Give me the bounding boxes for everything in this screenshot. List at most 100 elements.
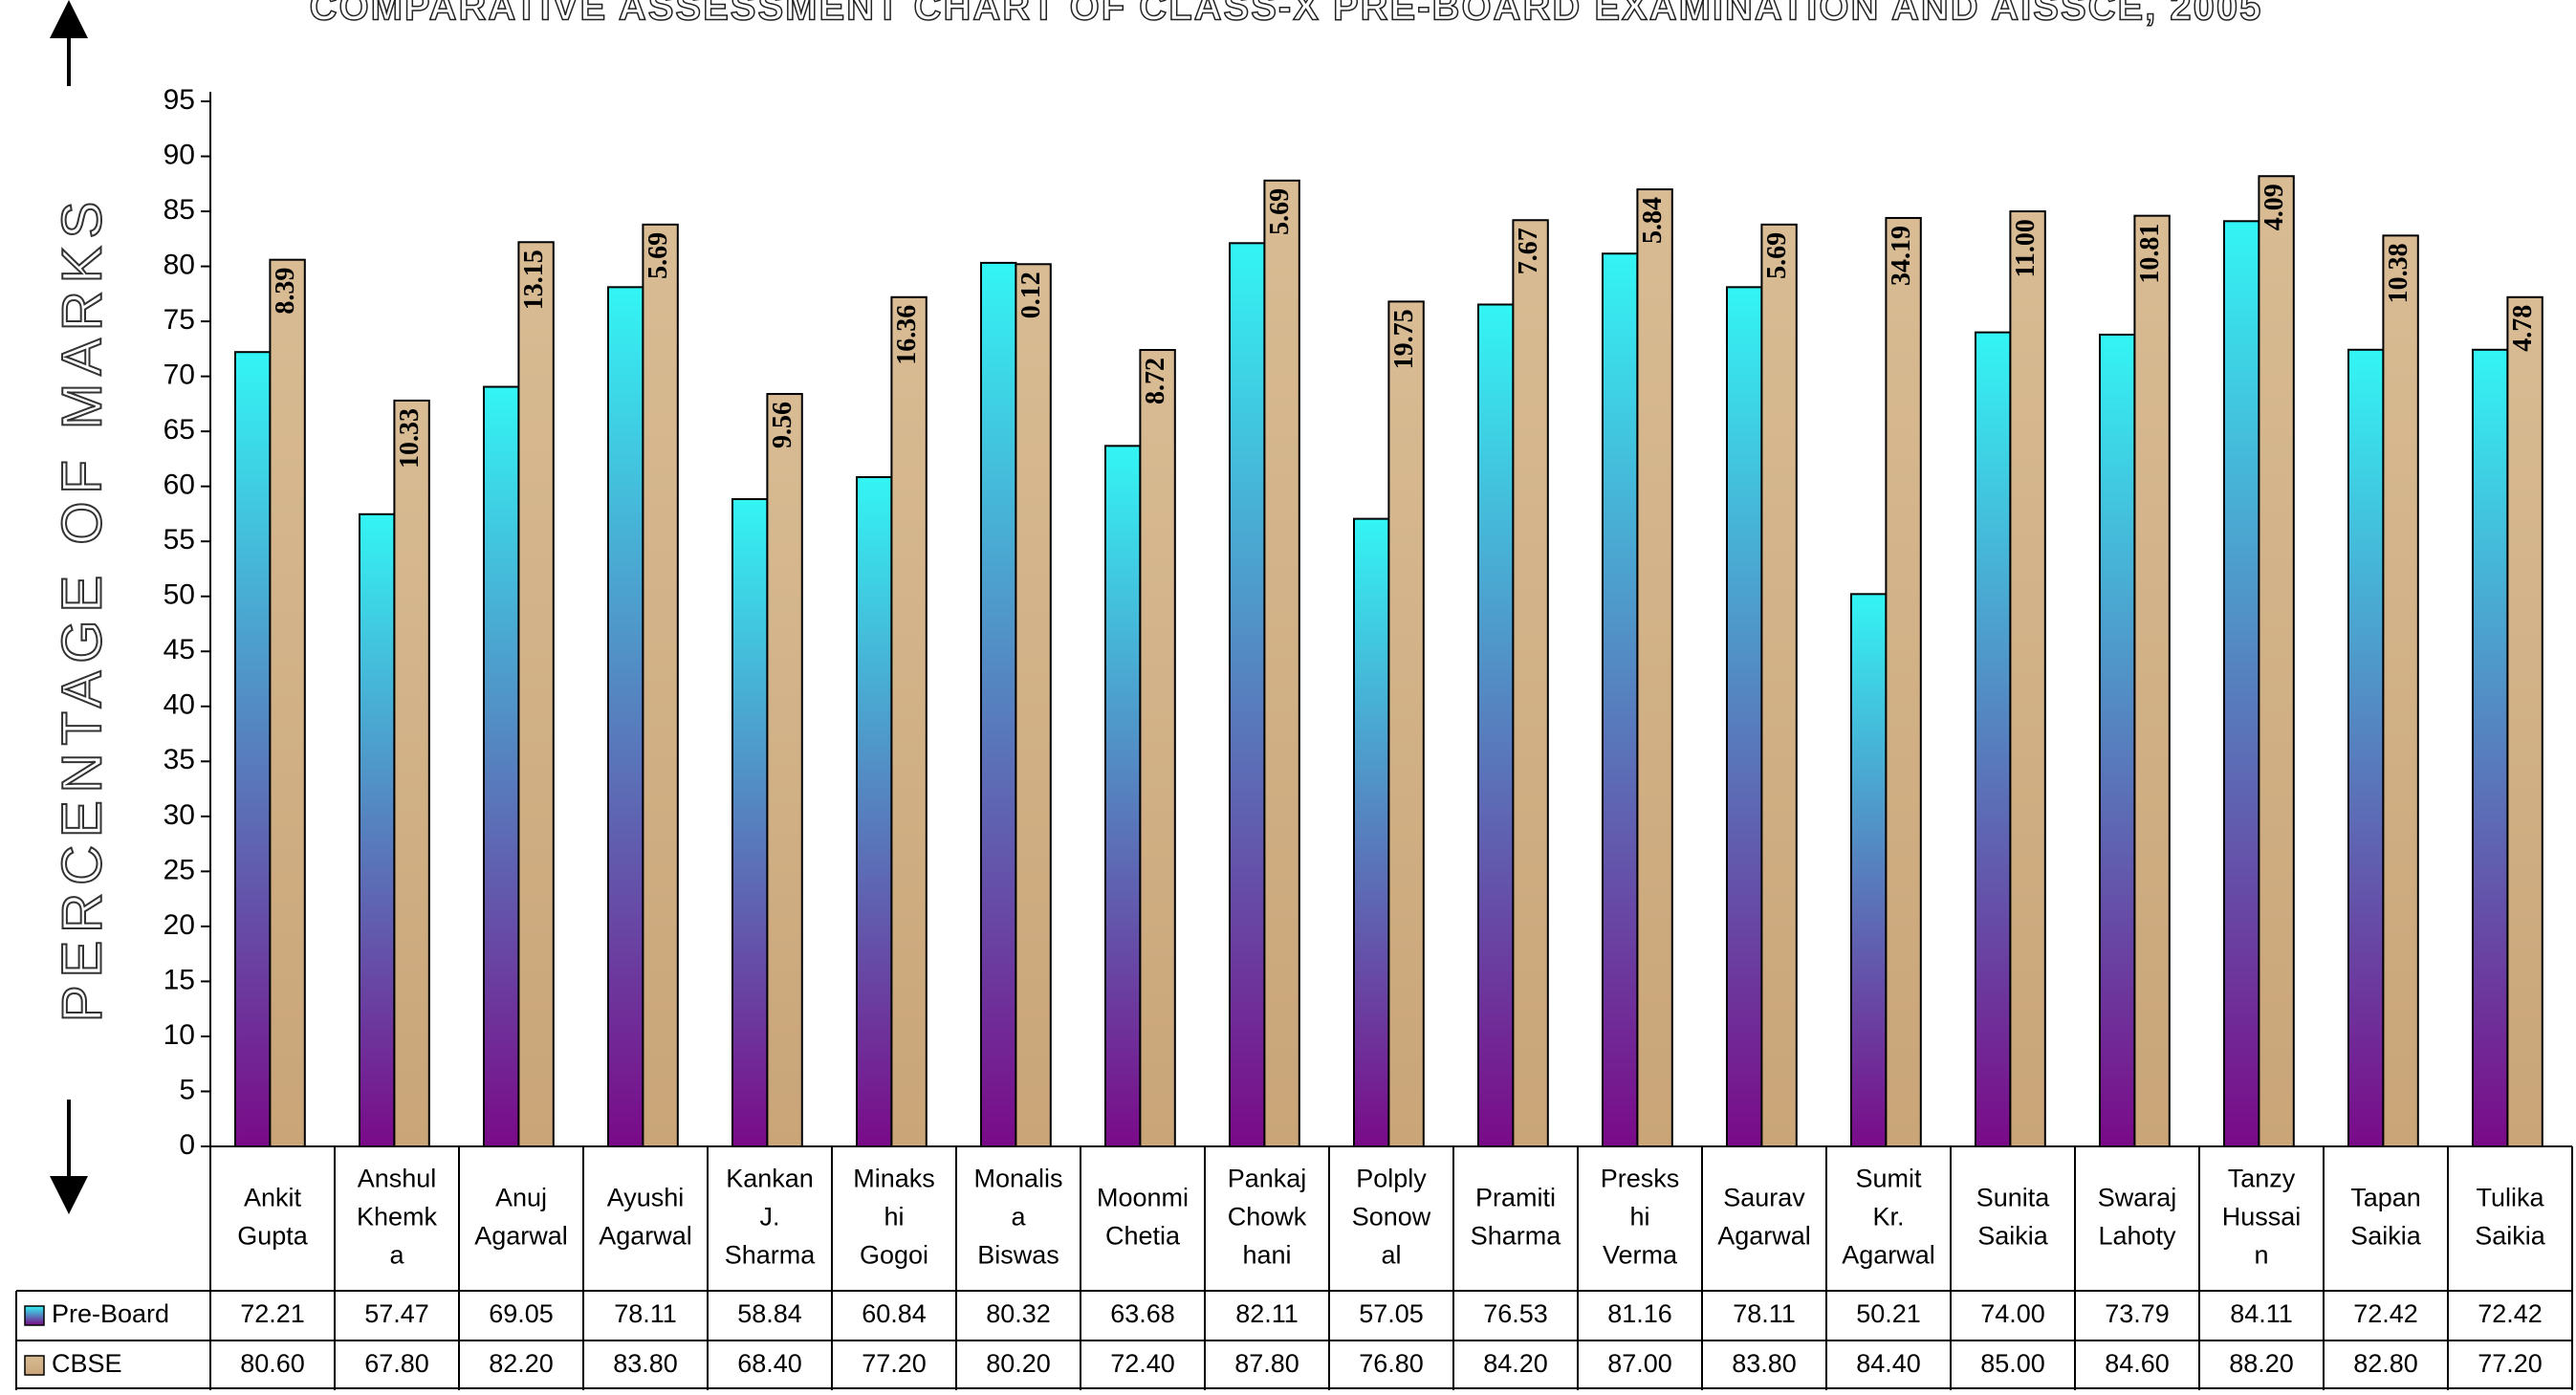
table-value: 80.32: [986, 1299, 1051, 1328]
difference-label: 5.69: [1762, 232, 1792, 279]
x-tick-label: Polply: [1356, 1165, 1427, 1193]
x-tick-label: Sonow: [1352, 1203, 1431, 1232]
table-value: 67.80: [364, 1349, 429, 1378]
x-tick-label: a: [389, 1241, 404, 1270]
x-tick-label: Kr.: [1872, 1203, 1904, 1232]
x-tick-label: hani: [1242, 1241, 1291, 1270]
bar: [1354, 519, 1388, 1146]
table-value: 84.40: [1856, 1349, 1921, 1378]
table-value: 78.11: [614, 1299, 677, 1328]
difference-label: 10.81: [2135, 224, 2165, 284]
table-value: 88.20: [2229, 1349, 2294, 1378]
bar: [1264, 181, 1299, 1146]
x-tick-label: Tapan: [2350, 1184, 2421, 1212]
table-value: 80.60: [240, 1349, 305, 1378]
y-tick-label: 45: [164, 634, 195, 665]
x-tick-label: Pankaj: [1228, 1165, 1307, 1193]
x-tick-label: Agarwal: [1717, 1222, 1811, 1251]
difference-label: 4.78: [2508, 305, 2538, 352]
difference-label: 13.15: [519, 250, 549, 310]
y-tick-label: 10: [164, 1019, 195, 1051]
legend-swatch: [25, 1356, 44, 1375]
x-tick-label: Sharma: [1471, 1222, 1562, 1251]
table-value: 74.00: [1980, 1299, 2045, 1328]
difference-label: 9.56: [768, 402, 797, 448]
y-tick-label: 15: [164, 964, 195, 995]
bar: [235, 352, 270, 1146]
x-tick-label: Swaraj: [2098, 1184, 2177, 1212]
table-value: 57.05: [1359, 1299, 1424, 1328]
y-tick-label: 0: [179, 1129, 195, 1161]
chart: COMPARATIVE ASSESSMENT CHART OF CLASS-X …: [0, 0, 2576, 1390]
x-tick-label: Kankan: [726, 1165, 814, 1193]
page: {"chart_data": { "type": "bar", "title":…: [0, 0, 2576, 1390]
x-tick-label: Monalis: [973, 1165, 1062, 1193]
difference-label: 5.69: [1265, 188, 1295, 235]
difference-label: 10.33: [395, 408, 425, 469]
difference-label: 7.67: [1514, 228, 1543, 274]
table-value: 83.80: [1732, 1349, 1797, 1378]
bar: [981, 263, 1015, 1146]
y-tick-label: 65: [164, 414, 195, 446]
y-tick-label: 80: [164, 250, 195, 281]
table-value: 68.40: [737, 1349, 802, 1378]
bar: [1140, 350, 1174, 1146]
table-value: 72.21: [240, 1299, 305, 1328]
y-tick-label: 60: [164, 469, 195, 501]
y-tick-label: 35: [164, 744, 195, 775]
x-tick-label: Gogoi: [860, 1241, 928, 1270]
bar: [1851, 594, 1886, 1146]
y-tick-label: 90: [164, 139, 195, 170]
bar: [1105, 446, 1140, 1146]
table-value: 72.42: [2478, 1299, 2543, 1328]
table-value: 50.21: [1856, 1299, 1921, 1328]
y-tick-label: 75: [164, 304, 195, 336]
x-tick-label: Minaks: [853, 1165, 935, 1193]
x-tick-label: Gupta: [237, 1222, 309, 1251]
bar: [2134, 216, 2169, 1146]
difference-label: 16.36: [892, 305, 922, 365]
x-tick-label: hi: [1629, 1203, 1649, 1232]
table-value: 80.20: [986, 1349, 1051, 1378]
difference-label: 4.09: [2259, 184, 2289, 230]
x-tick-label: Sharma: [725, 1241, 817, 1270]
y-tick-label: 20: [164, 909, 195, 941]
bar: [270, 260, 304, 1146]
y-tick-label: 30: [164, 799, 195, 831]
bar: [608, 287, 643, 1146]
x-tick-label: Biswas: [977, 1241, 1059, 1270]
table-value: 85.00: [1980, 1349, 2045, 1378]
table-value: 57.47: [364, 1299, 429, 1328]
bar: [1976, 333, 2010, 1146]
bar: [1513, 220, 1547, 1146]
x-tick-label: Sunita: [1976, 1184, 2051, 1212]
x-tick-label: Agarwal: [1842, 1241, 1935, 1270]
difference-label: 10.38: [2384, 243, 2413, 303]
bar: [518, 242, 553, 1146]
table-value: 77.20: [2478, 1349, 2543, 1378]
table-value: 60.84: [862, 1299, 927, 1328]
bar: [1637, 189, 1671, 1146]
table-value: 84.20: [1483, 1349, 1548, 1378]
table-value: 81.16: [1607, 1299, 1672, 1328]
difference-label: 8.39: [271, 268, 300, 315]
chart-title: COMPARATIVE ASSESSMENT CHART OF CLASS-X …: [310, 0, 2263, 29]
bar: [1761, 225, 1796, 1146]
y-tick-label: 70: [164, 360, 195, 391]
table-value: 84.60: [2105, 1349, 2170, 1378]
difference-label: 5.84: [1638, 197, 1668, 244]
x-tick-label: Agarwal: [599, 1222, 692, 1251]
x-tick-label: Anshul: [358, 1165, 437, 1193]
y-tick-label: 50: [164, 579, 195, 611]
table-value: 73.79: [2105, 1299, 2170, 1328]
x-tick-label: Pramiti: [1475, 1184, 1556, 1212]
table-value: 77.20: [862, 1349, 927, 1378]
y-axis-title: PERCENTAGE OF MARKS: [51, 194, 113, 1022]
x-tick-label: Verma: [1603, 1241, 1678, 1270]
x-tick-label: Khemk: [357, 1203, 438, 1232]
difference-label: 8.72: [1141, 358, 1170, 404]
bar: [2259, 176, 2293, 1146]
table-value: 72.40: [1110, 1349, 1175, 1378]
x-tick-label: Hussai: [2222, 1203, 2302, 1232]
bar: [643, 225, 677, 1146]
